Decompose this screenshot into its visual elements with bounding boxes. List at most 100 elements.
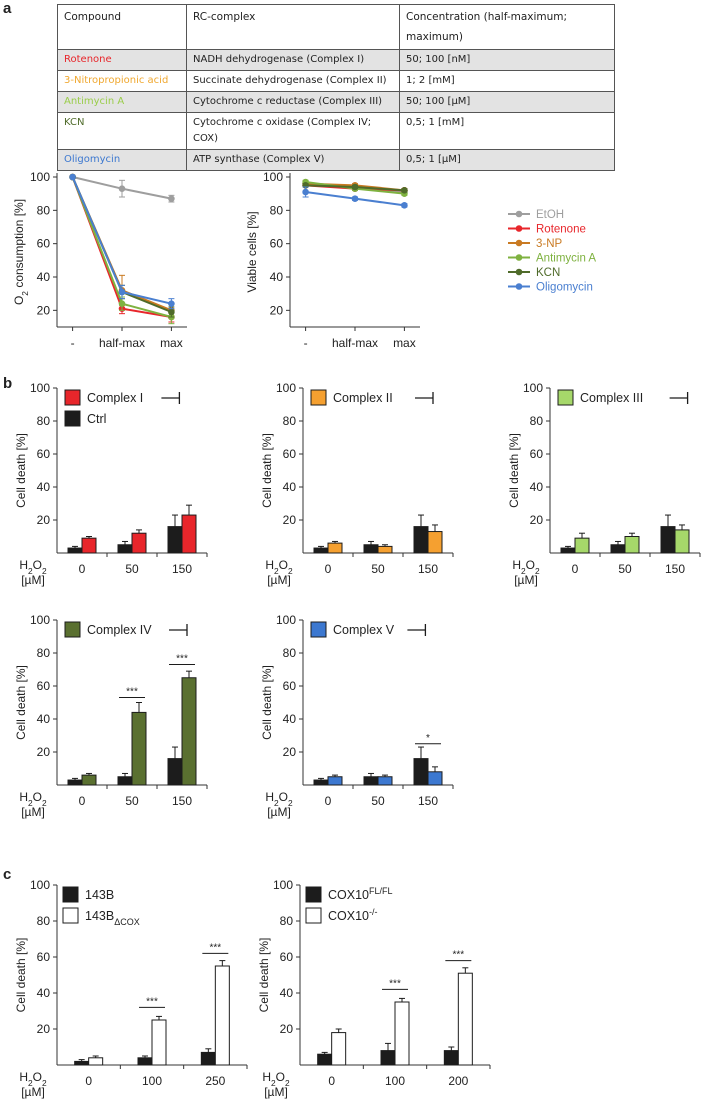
x-tick-label: 50 (371, 562, 385, 576)
legend-label: Complex III (580, 391, 643, 405)
legend-marker (515, 254, 523, 261)
y-tick-label: 60 (283, 679, 297, 693)
bar (137, 1057, 153, 1066)
x-axis-unit: [µM] (514, 573, 538, 587)
bar (457, 972, 473, 1066)
legend-label: COX10-/- (328, 907, 378, 923)
legend-label: 3-NP (536, 238, 563, 250)
bar (377, 776, 393, 786)
significance-marker: * (426, 733, 430, 744)
panel-a-label: a (3, 0, 12, 17)
data-point (351, 195, 359, 202)
y-tick-label: 80 (37, 203, 51, 217)
concentration-cell: 50; 100 [nM] (399, 49, 615, 71)
legend-label: Antimycin A (536, 253, 596, 265)
data-point (118, 185, 126, 192)
y-tick-label: 20 (270, 303, 284, 317)
x-axis-label: H2O2 (19, 558, 47, 576)
legend-swatch (64, 410, 81, 427)
x-tick-label: 0 (328, 1074, 335, 1088)
panel-c-label: c (3, 866, 12, 883)
table-row: Antimycin A Cytochrome c reductase (Comp… (57, 91, 615, 113)
bar (363, 776, 379, 786)
y-tick-label: 100 (263, 170, 283, 184)
y-tick-label: 100 (523, 381, 543, 395)
y-tick-label: 60 (37, 447, 51, 461)
bar (313, 547, 329, 554)
x-axis-label: H2O2 (265, 558, 293, 576)
y-tick-label: 80 (37, 914, 51, 928)
y-tick-label: 60 (283, 447, 297, 461)
x-tick-label: 50 (125, 562, 139, 576)
y-axis-label: Viable cells [%] (245, 211, 259, 292)
legend-label: EtOH (536, 209, 564, 221)
bar (413, 526, 429, 554)
x-tick-label: 200 (448, 1074, 468, 1088)
x-axis-label: H2O2 (19, 1070, 47, 1088)
bar (443, 1050, 459, 1066)
legend-swatch (310, 389, 327, 406)
x-tick-label: 0 (79, 794, 86, 808)
bar (380, 1050, 396, 1066)
y-tick-label: 40 (280, 986, 294, 1000)
y-tick-label: 100 (276, 381, 296, 395)
y-tick-label: 20 (283, 513, 297, 527)
y-tick-label: 80 (283, 646, 297, 660)
bar (413, 758, 429, 786)
legend-marker (515, 268, 523, 276)
bar (317, 1053, 333, 1066)
bar (660, 526, 676, 554)
y-tick-label: 20 (530, 513, 544, 527)
data-point (401, 202, 408, 209)
bar (151, 1019, 167, 1066)
bar (200, 1051, 216, 1066)
y-tick-label: 20 (37, 513, 51, 527)
y-tick-label: 20 (37, 303, 51, 317)
bar (131, 711, 147, 786)
y-axis-label: Cell death [%] (14, 433, 28, 508)
legend-swatch (557, 389, 574, 406)
significance-marker: *** (389, 978, 401, 989)
y-tick-label: 40 (283, 480, 297, 494)
y-tick-label: 40 (37, 712, 51, 726)
data-point (118, 288, 126, 296)
complex-cell: Cytochrome c reductase (Complex III) (186, 91, 400, 113)
y-tick-label: 80 (530, 414, 544, 428)
table-row: 3-Nitropropionic acid Succinate dehydrog… (57, 70, 615, 92)
bar (624, 536, 640, 554)
legend-swatch (64, 389, 81, 406)
compound-cell: Oligomycin (57, 149, 187, 171)
concentration-cell: 50; 100 [µM] (399, 91, 615, 113)
legend-label: Complex I (87, 391, 143, 405)
legend-swatch (310, 621, 327, 638)
bar (331, 1032, 347, 1066)
table-row: Rotenone NADH dehydrogenase (Complex I) … (57, 49, 615, 71)
y-axis-label: Cell death [%] (257, 938, 271, 1013)
data-point (168, 195, 175, 202)
bar (167, 758, 183, 786)
legend-label: Complex IV (87, 623, 152, 637)
x-axis-unit: [µM] (264, 1085, 288, 1099)
x-tick-label: - (304, 336, 308, 350)
y-tick-label: 40 (37, 986, 51, 1000)
legend-swatch (62, 886, 79, 903)
y-axis-label: Cell death [%] (14, 665, 28, 740)
x-axis-unit: [µM] (21, 805, 45, 819)
y-tick-label: 80 (280, 914, 294, 928)
y-tick-label: 20 (283, 745, 297, 759)
bar (214, 965, 230, 1066)
y-tick-label: 60 (37, 679, 51, 693)
bar (674, 529, 690, 554)
data-point (69, 173, 76, 181)
x-tick-label: 50 (618, 562, 632, 576)
data-point (168, 308, 175, 316)
legend-label: COX10FL/FL (328, 886, 393, 902)
y-tick-label: 80 (270, 203, 284, 217)
data-point (401, 187, 408, 194)
y-tick-label: 40 (37, 270, 51, 284)
legend-swatch (305, 907, 322, 924)
legend-swatch (305, 886, 322, 903)
y-axis-label: Cell death [%] (260, 665, 274, 740)
legend-label: Complex V (333, 623, 395, 637)
y-tick-label: 60 (37, 950, 51, 964)
